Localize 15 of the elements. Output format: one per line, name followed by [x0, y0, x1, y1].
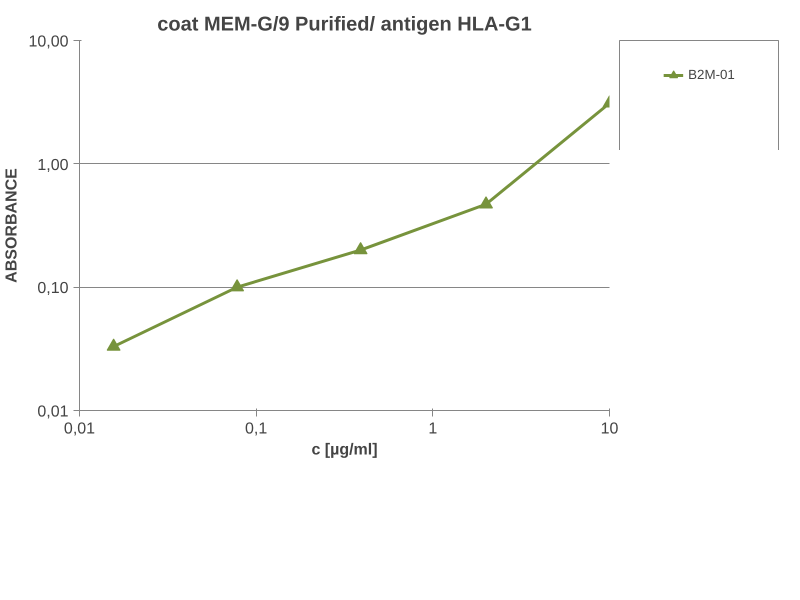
chart-title: coat MEM-G/9 Purified/ antigen HLA-G1 — [157, 14, 532, 36]
y-tick-label: 1,00 — [37, 156, 69, 174]
legend-label: B2M-01 — [688, 67, 735, 82]
point — [230, 279, 244, 292]
x-axis-title: c [µg/ml] — [311, 442, 378, 458]
y-tick-label: 10,00 — [28, 34, 69, 50]
x-tick-label: 0,1 — [245, 420, 268, 438]
x-tick-label: 1 — [428, 420, 438, 438]
x-tick-label: 10 — [600, 420, 618, 438]
y-tick-label: 0,10 — [37, 280, 69, 298]
y-axis-title: ABSORBANCE — [3, 168, 20, 283]
point — [354, 242, 368, 254]
y-tick-label: 0,01 — [37, 404, 69, 420]
point — [106, 338, 121, 351]
x-tick-label: 0,01 — [64, 420, 96, 438]
